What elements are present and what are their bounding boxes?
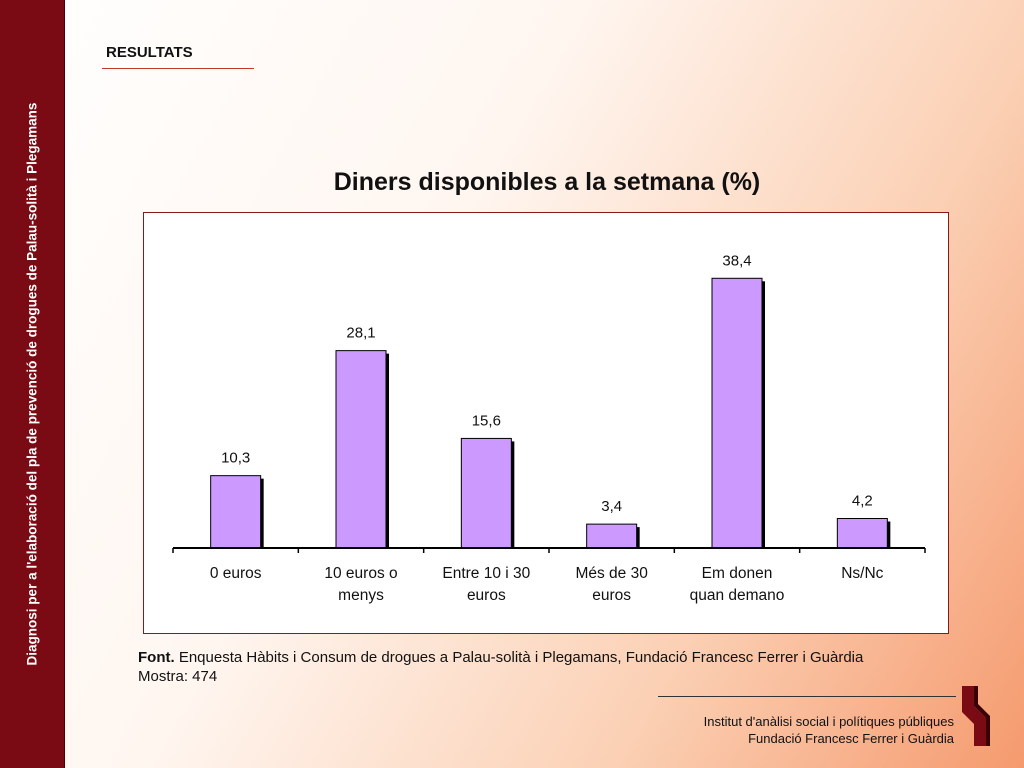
source-label: Font.	[138, 649, 175, 666]
bar-chart: 10,3 0 euros 28,1 10 euros o menys 15,6 Entre …	[172, 252, 926, 604]
bar	[836, 518, 888, 549]
chart-title: Diners disponibles a la setmana (%)	[333, 168, 761, 196]
bar	[586, 523, 638, 549]
footer: Institut d'anàlisi social i polítiques p…	[704, 713, 954, 747]
x-tick-label: euros	[467, 587, 506, 604]
section-underline	[102, 68, 254, 69]
data-label: 38,4	[722, 252, 751, 269]
footer-divider	[658, 696, 956, 697]
x-tick-label: quan demano	[690, 587, 785, 604]
bar	[460, 437, 512, 549]
section-label: RESULTATS	[106, 44, 193, 61]
bar	[210, 475, 262, 549]
x-tick-label: euros	[592, 587, 631, 604]
x-tick-label: Em donen	[702, 565, 773, 582]
chart-area: 10,3 0 euros 28,1 10 euros o menys 15,6 Entre …	[143, 212, 949, 634]
source-text: Enquesta Hàbits i Consum de drogues a Pa…	[174, 649, 864, 666]
footer-foundation: Fundació Francesc Ferrer i Guàrdia	[748, 731, 954, 746]
sidebar: Diagnosi per a l'elaboració del pla de p…	[0, 0, 65, 768]
data-label: 4,2	[852, 493, 873, 510]
x-tick-label: 0 euros	[210, 565, 262, 582]
footer-institute: Institut d'anàlisi social i polítiques p…	[703, 714, 954, 729]
x-tick-label: Entre 10 i 30	[442, 565, 530, 582]
x-tick-label: Ns/Nc	[841, 565, 883, 582]
data-label: 10,3	[221, 450, 250, 467]
sidebar-title: Diagnosi per a l'elaboració del pla de p…	[24, 102, 40, 666]
data-label: 15,6	[472, 412, 501, 429]
data-label: 3,4	[601, 498, 622, 515]
x-tick-label: 10 euros o	[324, 565, 397, 582]
x-tick-label: menys	[338, 587, 384, 604]
bar	[335, 350, 387, 549]
data-label: 28,1	[346, 325, 375, 342]
foundation-logo-icon	[962, 686, 990, 746]
bar	[711, 277, 763, 549]
sample-size: Mostra: 474	[138, 668, 218, 685]
x-tick-label: Més de 30	[575, 565, 648, 582]
source-note: Font. Enquesta Hàbits i Consum de drogue…	[138, 648, 863, 686]
